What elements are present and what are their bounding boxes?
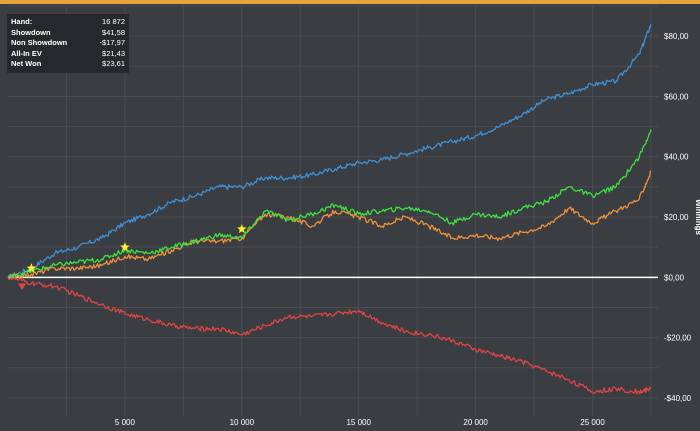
x-tick-labels: 5 000 10 000 15 000 20 000 25 000	[115, 418, 605, 427]
x-tick-label: 20 000	[463, 418, 488, 427]
y-tick-label: $80,00	[664, 32, 689, 41]
y-tick-label: $20,00	[664, 213, 689, 222]
star-marker	[120, 242, 130, 252]
stat-value: $23,61	[102, 59, 125, 69]
showdown-line	[7, 23, 652, 279]
stat-value: $41,58	[102, 27, 125, 37]
x-tick-label: 25 000	[580, 418, 605, 427]
y-tick-label: $0,00	[664, 273, 685, 282]
accent-bar	[0, 0, 700, 4]
stat-label: All-In EV	[11, 48, 42, 58]
stat-row-showdown: Showdown $41,58	[11, 28, 125, 39]
y-tick-label: $40,00	[664, 153, 689, 162]
y-tick-labels: -$40,00 -$20,00 $0,00 $20,00 $40,00 $60,00 $80…	[664, 32, 692, 403]
star-marker	[237, 224, 247, 234]
x-tick-label: 5 000	[115, 418, 136, 427]
stat-row-hand: Hand: 16 872	[11, 17, 125, 28]
stat-value: 16 872	[102, 17, 125, 26]
y-axis-label: Winnings	[694, 199, 700, 235]
x-tick-label: 15 000	[346, 418, 371, 427]
stat-value: -$17,97	[99, 38, 125, 48]
stat-row-non-showdown: Non Showdown -$17,97	[11, 38, 125, 49]
y-tick-label: -$20,00	[664, 334, 692, 343]
net-won-line	[7, 129, 652, 279]
marker-layer	[18, 224, 247, 291]
non-showdown-line	[7, 276, 652, 395]
y-tick-label: -$40,00	[664, 394, 692, 403]
x-tick-label: 10 000	[230, 418, 255, 427]
stat-label: Net Won	[11, 59, 42, 69]
triangle-marker	[18, 283, 27, 291]
y-tick-label: $60,00	[664, 92, 689, 101]
stat-row-net-won: Net Won $23,61	[11, 59, 125, 70]
series-layer	[7, 23, 652, 395]
all-in-ev-line	[7, 170, 652, 279]
stat-label: Non Showdown	[11, 38, 68, 48]
stat-label: Showdown	[11, 27, 51, 37]
stats-panel: Hand: 16 872 Showdown $41,58 Non Showdow…	[7, 14, 129, 73]
stat-label: Hand:	[11, 17, 33, 26]
star-marker	[26, 263, 37, 273]
stat-row-all-in-ev: All-In EV $21,43	[11, 49, 125, 60]
stat-value: $21,43	[102, 48, 125, 58]
